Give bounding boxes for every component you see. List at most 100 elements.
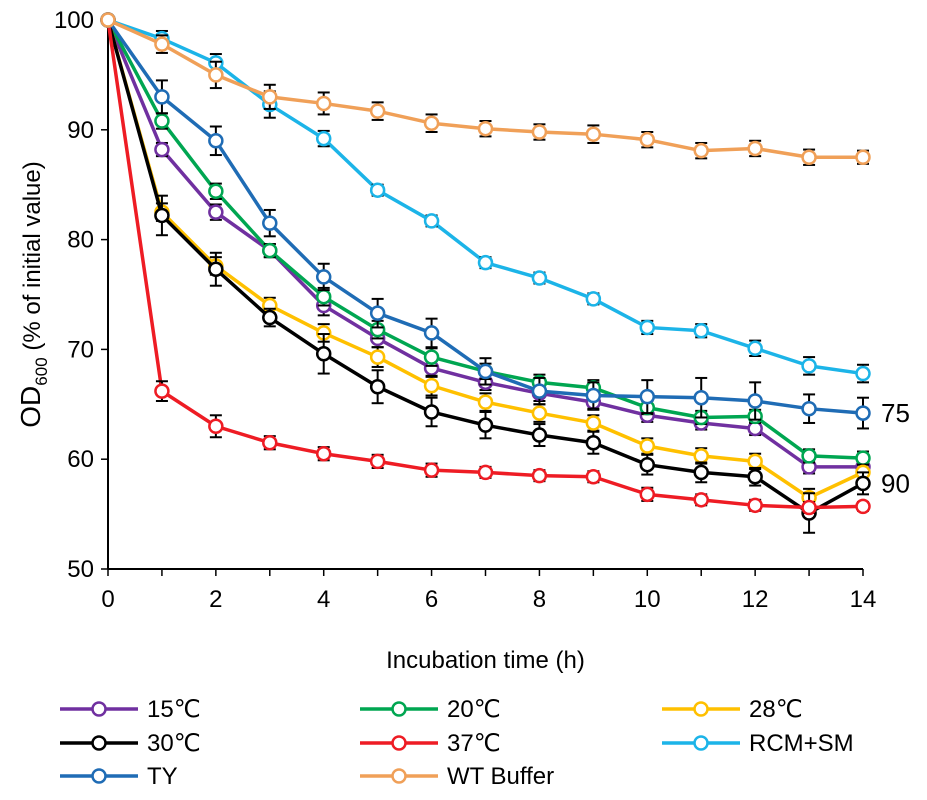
data-point	[693, 142, 709, 159]
data-point	[855, 498, 871, 515]
y-tick-label: 60	[67, 446, 94, 473]
legend-item: WT Buffer	[360, 763, 554, 790]
data-point	[154, 207, 170, 224]
data-point	[477, 120, 494, 137]
legend: 15℃ 20℃ 28℃ 30℃ 37℃ RCM+SM TY WT Buffer	[60, 696, 854, 790]
data-point	[262, 89, 278, 105]
data-point	[585, 126, 602, 142]
data-point	[747, 453, 763, 470]
data-point	[531, 467, 548, 484]
legend-swatch-marker	[693, 735, 709, 751]
data-point	[315, 269, 332, 285]
data-point	[477, 363, 494, 380]
x-axis-title: Incubation time (h)	[386, 647, 585, 674]
data-point	[693, 322, 709, 339]
x-tick-label: 12	[742, 586, 769, 613]
data-point	[801, 448, 817, 464]
series-4	[100, 12, 871, 516]
data-point	[531, 124, 548, 140]
data-point	[531, 427, 548, 443]
data-point	[585, 415, 602, 431]
data-point	[262, 434, 278, 451]
data-point	[262, 215, 278, 231]
y-tick-label: 80	[67, 227, 94, 254]
legend-swatch-marker	[391, 701, 407, 717]
y-tick-label: 90	[67, 117, 94, 144]
data-point	[208, 183, 224, 200]
data-point	[369, 103, 386, 119]
data-point	[154, 89, 170, 105]
data-point	[639, 486, 656, 503]
data-point	[154, 36, 170, 52]
data-point	[208, 418, 224, 435]
data-point	[315, 288, 332, 305]
data-point	[208, 261, 224, 277]
data-point	[693, 448, 709, 464]
y-tick-label: 100	[54, 7, 94, 34]
series-2	[100, 12, 871, 508]
data-point	[315, 445, 332, 462]
data-point	[693, 389, 709, 406]
data-point	[262, 242, 278, 259]
legend-item: 37℃	[360, 730, 501, 757]
legend-swatch-marker	[91, 768, 107, 784]
legend-item: 28℃	[662, 696, 803, 723]
legend-label: TY	[147, 763, 178, 790]
data-point	[801, 149, 817, 165]
annotation-layer: 75 90	[881, 398, 910, 498]
series-6	[100, 12, 871, 430]
data-point	[423, 462, 440, 478]
data-point	[693, 464, 709, 481]
y-tick-label: 70	[67, 336, 94, 363]
annotation-label: 75	[881, 398, 910, 428]
data-point	[855, 405, 871, 421]
data-point	[747, 393, 763, 409]
x-tick-label: 4	[317, 586, 330, 613]
data-point	[585, 434, 602, 451]
data-point	[423, 349, 440, 365]
data-point	[369, 349, 386, 365]
data-point	[531, 405, 548, 421]
data-point	[801, 499, 817, 516]
legend-swatch-marker	[91, 701, 107, 717]
legend-label: 15℃	[147, 696, 201, 723]
legend-label: 20℃	[447, 696, 501, 723]
legend-swatch-marker	[91, 735, 107, 751]
series-3	[100, 12, 871, 534]
data-point	[154, 113, 170, 129]
data-point	[585, 387, 602, 404]
data-point	[423, 377, 440, 394]
data-point	[639, 456, 656, 473]
legend-item: 15℃	[60, 696, 201, 723]
data-point	[100, 12, 116, 28]
legend-item: 20℃	[360, 696, 501, 723]
data-point	[801, 358, 817, 374]
data-point	[477, 394, 494, 410]
legend-swatch-marker	[391, 768, 407, 784]
x-tick-label: 2	[209, 586, 222, 613]
legend-swatch-marker	[391, 735, 407, 751]
legend-label: 37℃	[447, 730, 501, 757]
data-point	[639, 388, 656, 405]
data-point	[477, 254, 494, 271]
data-point	[315, 95, 332, 112]
data-point	[369, 378, 386, 395]
data-point	[585, 469, 602, 485]
data-point	[801, 400, 817, 417]
legend-swatch-marker	[693, 701, 709, 717]
series-7	[100, 12, 871, 166]
data-point	[208, 67, 224, 83]
data-point	[855, 365, 871, 382]
data-point	[639, 438, 656, 454]
legend-label: WT Buffer	[447, 763, 554, 790]
data-point	[585, 291, 602, 307]
data-point	[747, 497, 763, 514]
y-tick-label: 50	[67, 556, 94, 583]
data-point	[208, 204, 224, 220]
data-point	[423, 115, 440, 131]
legend-label: 30℃	[147, 730, 201, 757]
data-point	[747, 469, 763, 485]
x-tick-label: 8	[533, 586, 546, 613]
data-point	[423, 404, 440, 420]
